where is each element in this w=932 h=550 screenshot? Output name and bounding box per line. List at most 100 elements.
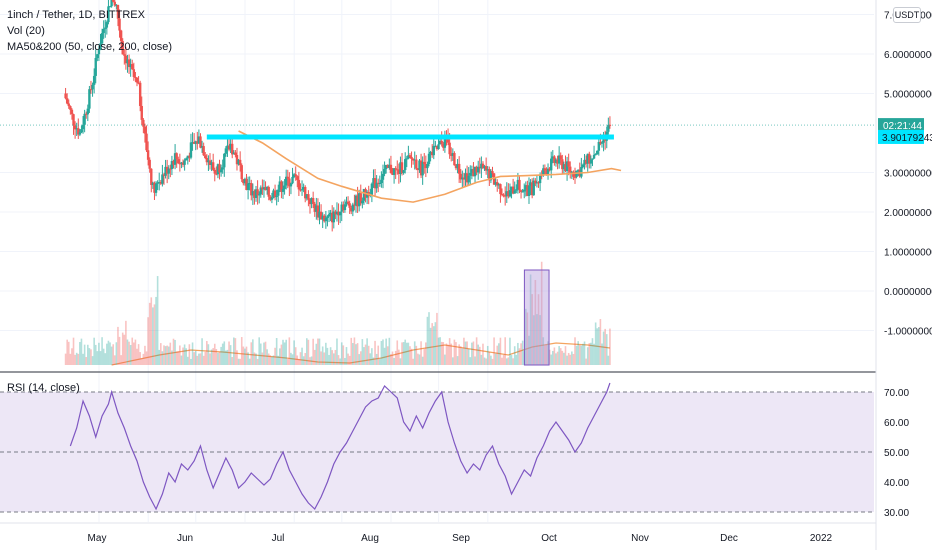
candle-body[interactable] <box>515 189 518 191</box>
candle-body[interactable] <box>535 182 539 184</box>
candle-body[interactable] <box>416 168 420 171</box>
candle-body[interactable] <box>426 164 429 169</box>
candle-body[interactable] <box>562 164 566 170</box>
candle-body[interactable] <box>559 155 562 160</box>
candle-body[interactable] <box>302 187 305 190</box>
candle-body[interactable] <box>350 207 353 212</box>
candle-body[interactable] <box>486 169 489 171</box>
candle-body[interactable] <box>513 190 516 194</box>
candle-body[interactable] <box>237 159 240 165</box>
candle-body[interactable] <box>170 161 174 170</box>
candle-body[interactable] <box>143 126 147 134</box>
candle-body[interactable] <box>492 173 496 185</box>
candle-body[interactable] <box>567 161 570 167</box>
candle-body[interactable] <box>75 128 78 130</box>
candle-body[interactable] <box>496 182 499 186</box>
candle-body[interactable] <box>162 174 166 176</box>
candle-body[interactable] <box>177 159 180 164</box>
candle-body[interactable] <box>581 164 585 168</box>
candle-body[interactable] <box>291 176 294 184</box>
candle-body[interactable] <box>404 159 407 171</box>
candle-body[interactable] <box>507 191 510 197</box>
candle-body[interactable] <box>213 169 216 174</box>
candle-body[interactable] <box>132 69 136 77</box>
candle-body[interactable] <box>456 163 459 169</box>
candle-body[interactable] <box>410 156 413 159</box>
candle-body[interactable] <box>175 153 178 160</box>
candle-body[interactable] <box>265 187 269 191</box>
candle-body[interactable] <box>186 155 189 159</box>
candle-body[interactable] <box>383 169 386 174</box>
candle-body[interactable] <box>523 189 526 192</box>
candle-body[interactable] <box>591 158 594 160</box>
candle-body[interactable] <box>294 174 297 177</box>
candle-body[interactable] <box>526 185 529 197</box>
candle-body[interactable] <box>337 211 340 216</box>
candle-body[interactable] <box>446 138 450 143</box>
candle-body[interactable] <box>100 33 104 44</box>
candle-body[interactable] <box>250 183 253 196</box>
candle-body[interactable] <box>161 174 164 184</box>
candle-body[interactable] <box>238 159 242 166</box>
candle-body[interactable] <box>321 215 324 220</box>
candle-body[interactable] <box>354 195 358 206</box>
candle-body[interactable] <box>108 6 112 8</box>
candle-body[interactable] <box>308 199 312 205</box>
candle-body[interactable] <box>392 168 396 175</box>
candle-body[interactable] <box>565 161 569 172</box>
candle-body[interactable] <box>211 162 215 170</box>
candle-body[interactable] <box>502 194 505 196</box>
candle-body[interactable] <box>362 188 366 201</box>
candle-body[interactable] <box>481 163 485 169</box>
candle-body[interactable] <box>510 186 513 191</box>
candle-body[interactable] <box>386 164 389 168</box>
candle-body[interactable] <box>399 162 402 174</box>
candle-body[interactable] <box>402 170 405 174</box>
candle-body[interactable] <box>394 168 397 170</box>
candle-body[interactable] <box>424 164 428 169</box>
candle-body[interactable] <box>277 189 280 196</box>
candle-body[interactable] <box>600 142 604 144</box>
currency-badge[interactable]: USDT <box>893 7 921 23</box>
candle-body[interactable] <box>511 186 515 194</box>
candle-body[interactable] <box>223 153 226 168</box>
candle-body[interactable] <box>134 76 137 78</box>
candle-body[interactable] <box>569 166 572 173</box>
candle-body[interactable] <box>135 77 139 83</box>
legend-volume[interactable]: Vol (20) <box>7 25 45 37</box>
candle-body[interactable] <box>78 132 82 135</box>
candle-body[interactable] <box>572 171 575 177</box>
candle-body[interactable] <box>256 189 259 196</box>
candle-body[interactable] <box>470 169 474 173</box>
candle-body[interactable] <box>197 136 201 144</box>
candle-body[interactable] <box>218 164 221 173</box>
candle-body[interactable] <box>494 182 497 185</box>
candle-body[interactable] <box>183 160 186 165</box>
candle-body[interactable] <box>418 160 421 171</box>
candle-body[interactable] <box>156 182 159 184</box>
candle-body[interactable] <box>92 75 96 85</box>
candle-body[interactable] <box>69 106 72 110</box>
candle-body[interactable] <box>584 159 588 164</box>
candle-body[interactable] <box>435 145 439 150</box>
candle-body[interactable] <box>596 150 599 155</box>
candle-body[interactable] <box>72 114 75 126</box>
candle-body[interactable] <box>537 182 540 184</box>
candle-body[interactable] <box>280 181 283 192</box>
candle-body[interactable] <box>357 193 361 207</box>
candle-body[interactable] <box>453 153 456 166</box>
candle-body[interactable] <box>370 183 374 195</box>
candle-body[interactable] <box>127 59 131 68</box>
candle-body[interactable] <box>532 180 535 196</box>
candle-body[interactable] <box>142 119 145 127</box>
candle-body[interactable] <box>521 191 524 193</box>
candle-body[interactable] <box>231 143 234 155</box>
candle-body[interactable] <box>408 155 412 157</box>
candle-body[interactable] <box>432 145 435 156</box>
candle-body[interactable] <box>251 191 255 196</box>
candle-body[interactable] <box>145 133 148 151</box>
candle-body[interactable] <box>178 163 182 165</box>
candle-body[interactable] <box>316 205 320 218</box>
candle-body[interactable] <box>480 163 483 169</box>
candle-body[interactable] <box>326 216 329 218</box>
